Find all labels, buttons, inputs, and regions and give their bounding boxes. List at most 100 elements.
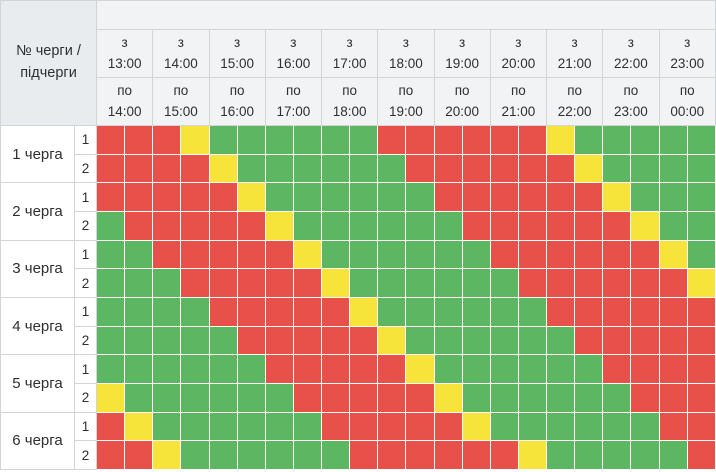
schedule-cell	[349, 411, 379, 442]
schedule-cell	[517, 325, 548, 356]
schedule-cell	[517, 210, 548, 241]
schedule-cell	[292, 125, 323, 155]
schedule-cell	[292, 239, 323, 270]
schedule-cell	[180, 210, 210, 241]
subqueue-label: 1	[73, 411, 98, 442]
schedule-cell	[546, 268, 576, 298]
schedule-cell	[96, 210, 126, 241]
schedule-cell	[602, 296, 632, 327]
schedule-cell	[686, 239, 716, 270]
schedule-cell	[152, 182, 182, 212]
header-to-23:00: по 23:00	[602, 77, 660, 126]
schedule-cell	[152, 382, 182, 413]
schedule-cell	[630, 125, 660, 155]
schedule-cell	[546, 411, 576, 442]
schedule-cell	[461, 125, 491, 155]
schedule-cell	[630, 411, 660, 442]
schedule-cell	[686, 182, 716, 212]
schedule-cell	[96, 325, 126, 356]
schedule-cell	[180, 325, 210, 356]
schedule-cell	[433, 239, 463, 270]
header-to-19:00: по 19:00	[377, 77, 435, 126]
schedule-cell	[96, 411, 126, 442]
schedule-cell	[686, 125, 716, 155]
schedule-cell	[489, 153, 519, 184]
schedule-cell	[208, 182, 238, 212]
schedule-cell	[152, 153, 182, 184]
schedule-cell	[264, 354, 294, 384]
schedule-cell	[602, 411, 632, 442]
schedule-cell	[152, 296, 182, 327]
schedule-cell	[686, 296, 716, 327]
schedule-cell	[124, 210, 154, 241]
header-spacer-cell	[96, 0, 716, 30]
schedule-cell	[574, 239, 604, 270]
schedule-cell	[574, 354, 604, 384]
schedule-cell	[405, 153, 435, 184]
schedule-cell	[489, 382, 519, 413]
schedule-cell	[321, 239, 351, 270]
schedule-cell	[517, 239, 548, 270]
header-from-13:00: з 13:00	[96, 29, 154, 78]
schedule-cell	[405, 239, 435, 270]
schedule-cell	[461, 411, 491, 442]
schedule-cell	[349, 268, 379, 298]
schedule-cell	[292, 210, 323, 241]
schedule-cell	[264, 210, 294, 241]
schedule-cell	[405, 296, 435, 327]
schedule-header: № черги / підчерги з 13:00 з 14:00 з 15:00 з 16…	[0, 0, 716, 126]
schedule-cell	[546, 210, 576, 241]
schedule-cell	[602, 125, 632, 155]
schedule-cell	[321, 411, 351, 442]
schedule-cell	[264, 153, 294, 184]
schedule-cell	[517, 296, 548, 327]
schedule-cell	[349, 239, 379, 270]
schedule-cell	[686, 411, 716, 442]
schedule-cell	[658, 440, 688, 470]
schedule-cell	[658, 125, 688, 155]
header-from-16:00: з 16:00	[264, 29, 323, 78]
schedule-body: 1 черга 1 2 2 черга 1 2 3 черга 1 2 4 черга 1 2 5 че…	[0, 124, 716, 470]
schedule-cell	[96, 153, 126, 184]
schedule-cell	[658, 354, 688, 384]
schedule-cell	[405, 268, 435, 298]
schedule-cell	[236, 440, 266, 470]
schedule-cell	[236, 325, 266, 356]
header-row-to: по 14:00 по 15:00 по 16:00 по 17:00 по 18:00 по 19:…	[1, 77, 716, 126]
schedule-row: 2	[1, 268, 716, 298]
schedule-row: 2	[1, 325, 716, 356]
schedule-cell	[180, 125, 210, 155]
schedule-cell	[292, 296, 323, 327]
schedule-cell	[349, 354, 379, 384]
subqueue-label: 2	[73, 325, 98, 356]
schedule-cell	[292, 354, 323, 384]
schedule-cell	[349, 382, 379, 413]
schedule-row: 2	[1, 153, 716, 184]
schedule-cell	[546, 125, 576, 155]
schedule-cell	[489, 268, 519, 298]
schedule-cell	[433, 411, 463, 442]
schedule-cell	[686, 382, 716, 413]
schedule-cell	[405, 182, 435, 212]
schedule-cell	[349, 125, 379, 155]
schedule-cell	[124, 125, 154, 155]
schedule-cell	[517, 153, 548, 184]
schedule-cell	[546, 296, 576, 327]
schedule-cell	[96, 296, 126, 327]
schedule-cell	[489, 210, 519, 241]
schedule-cell	[489, 239, 519, 270]
schedule-cell	[461, 296, 491, 327]
schedule-cell	[546, 325, 576, 356]
schedule-cell	[96, 268, 126, 298]
schedule-cell	[433, 153, 463, 184]
header-to-00:00: по 00:00	[658, 77, 716, 126]
schedule-cell	[96, 239, 126, 270]
subqueue-label: 1	[73, 125, 98, 155]
schedule-cell	[321, 268, 351, 298]
schedule-cell	[264, 125, 294, 155]
header-to-14:00: по 14:00	[96, 77, 154, 126]
schedule-cell	[602, 268, 632, 298]
schedule-cell	[124, 440, 154, 470]
header-from-23:00: з 23:00	[658, 29, 716, 78]
